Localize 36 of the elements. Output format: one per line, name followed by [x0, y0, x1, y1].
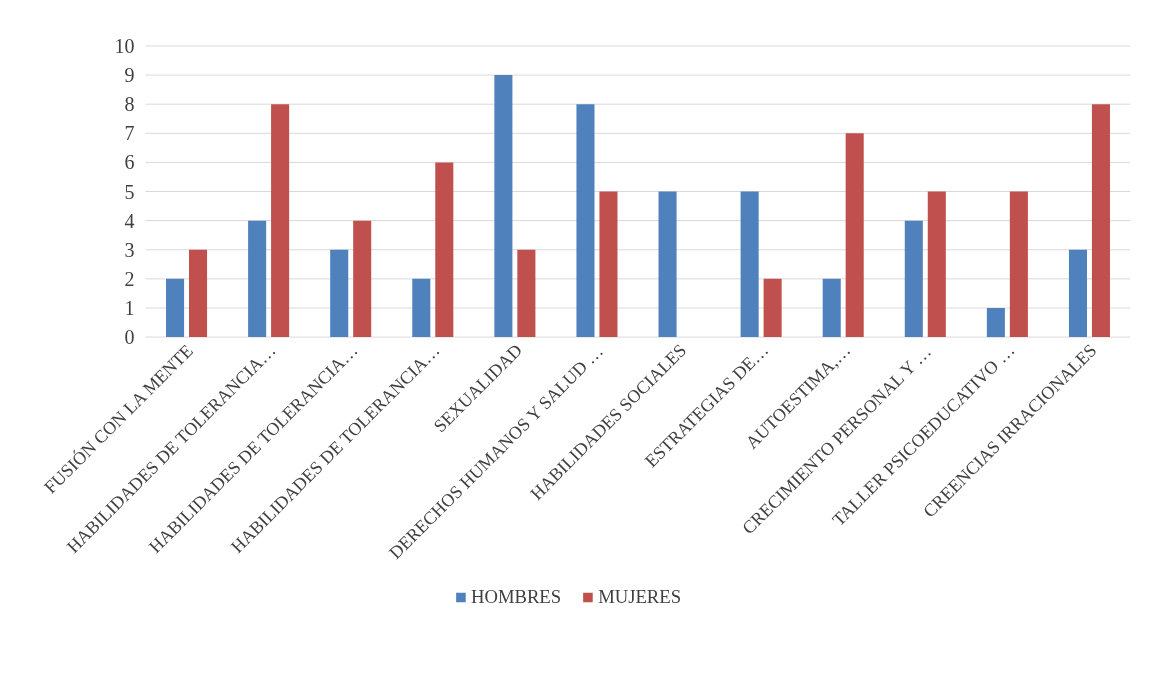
y-tick-label: 9	[124, 64, 135, 87]
bar	[517, 249, 536, 338]
legend-label: MUJERES	[598, 586, 682, 608]
bar	[904, 220, 923, 338]
y-tick-label: 5	[124, 180, 135, 203]
y-tick-label: 7	[124, 122, 135, 145]
bar	[986, 307, 1005, 338]
bar	[1068, 249, 1087, 338]
bar	[330, 249, 349, 338]
bar	[1091, 104, 1110, 338]
bar	[763, 278, 782, 338]
y-tick-label: 0	[124, 326, 135, 349]
bar	[494, 75, 513, 338]
bar	[1009, 191, 1028, 338]
bar	[166, 278, 185, 338]
bar	[740, 191, 759, 338]
y-tick-label: 1	[124, 296, 135, 319]
y-tick-label: 4	[124, 209, 135, 232]
y-tick-label: 6	[124, 151, 135, 174]
bar	[845, 133, 864, 338]
legend-label: HOMBRES	[470, 586, 562, 608]
y-tick-label: 3	[124, 238, 135, 261]
bar	[353, 220, 372, 338]
y-tick-label: 2	[124, 267, 135, 290]
bar	[576, 104, 595, 338]
y-tick-label: 10	[114, 34, 135, 57]
bar	[271, 104, 290, 338]
bar	[248, 220, 267, 338]
bar	[658, 191, 677, 338]
y-tick-label: 8	[124, 93, 135, 116]
bar	[599, 191, 618, 338]
bar	[435, 162, 454, 338]
bar	[822, 278, 841, 338]
bar	[412, 278, 431, 338]
bar	[927, 191, 946, 338]
bar	[189, 249, 208, 338]
